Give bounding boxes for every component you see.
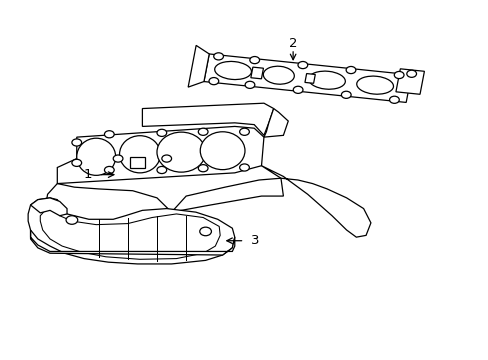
Polygon shape	[28, 198, 234, 264]
Circle shape	[341, 91, 350, 98]
Circle shape	[72, 139, 81, 146]
Polygon shape	[130, 157, 144, 168]
Polygon shape	[142, 103, 273, 135]
Polygon shape	[171, 178, 283, 212]
Circle shape	[249, 57, 259, 64]
Circle shape	[239, 128, 249, 135]
Polygon shape	[30, 230, 234, 255]
Circle shape	[297, 62, 307, 69]
Polygon shape	[250, 67, 263, 79]
Circle shape	[157, 166, 166, 174]
Circle shape	[208, 77, 218, 85]
Circle shape	[72, 159, 81, 166]
Ellipse shape	[214, 62, 251, 80]
Text: 2: 2	[288, 37, 297, 50]
Circle shape	[346, 67, 355, 73]
Circle shape	[293, 86, 303, 93]
Ellipse shape	[308, 71, 345, 89]
Polygon shape	[203, 54, 410, 103]
Circle shape	[198, 165, 207, 172]
Ellipse shape	[200, 132, 244, 170]
Circle shape	[157, 129, 166, 136]
Circle shape	[104, 131, 114, 138]
Circle shape	[244, 81, 254, 89]
Ellipse shape	[263, 66, 294, 84]
Ellipse shape	[77, 138, 116, 175]
Text: 3: 3	[250, 234, 259, 247]
Circle shape	[113, 155, 122, 162]
Polygon shape	[30, 198, 67, 216]
Circle shape	[213, 53, 223, 60]
Circle shape	[162, 155, 171, 162]
Text: 1: 1	[83, 168, 92, 181]
Polygon shape	[264, 109, 287, 137]
Polygon shape	[395, 69, 424, 94]
Circle shape	[198, 128, 207, 135]
Polygon shape	[57, 126, 264, 184]
Ellipse shape	[119, 136, 160, 173]
Polygon shape	[261, 166, 370, 237]
Circle shape	[66, 216, 78, 224]
Ellipse shape	[157, 132, 205, 172]
Circle shape	[406, 70, 416, 77]
Polygon shape	[45, 184, 171, 244]
Polygon shape	[305, 73, 315, 83]
Circle shape	[389, 96, 399, 103]
Polygon shape	[188, 45, 209, 87]
Circle shape	[239, 164, 249, 171]
Circle shape	[393, 71, 403, 78]
Ellipse shape	[356, 76, 393, 94]
Circle shape	[104, 166, 114, 174]
Circle shape	[200, 227, 211, 236]
